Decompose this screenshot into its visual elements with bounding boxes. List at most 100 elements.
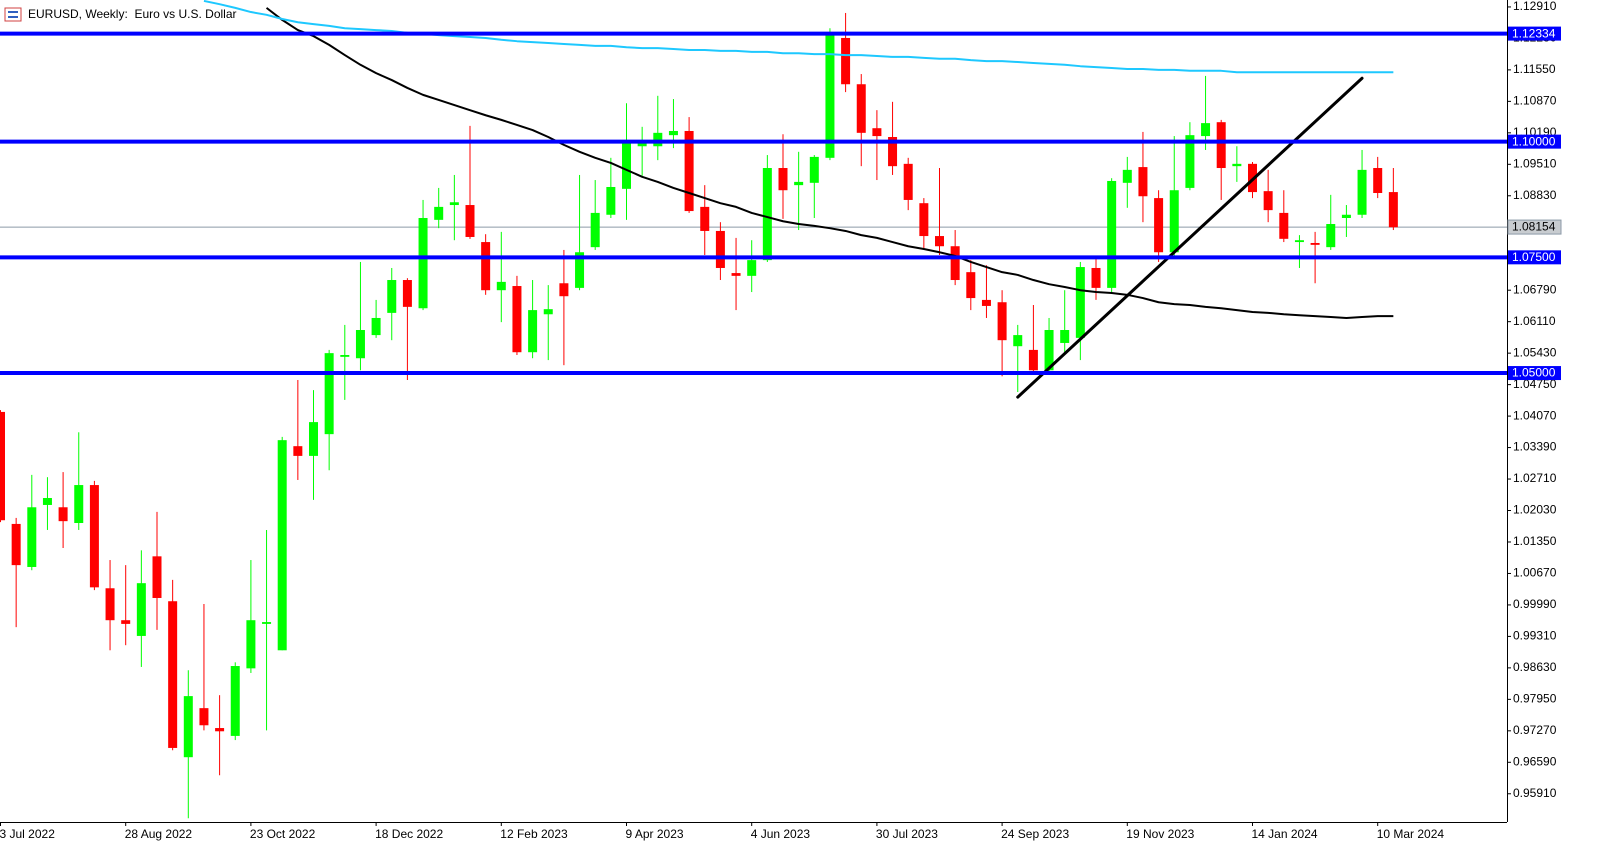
candle-body: [919, 203, 929, 237]
x-tick-label: 30 Jul 2023: [876, 827, 938, 841]
candle-body: [387, 280, 397, 313]
candle-body: [11, 523, 21, 566]
candle-body: [1388, 192, 1398, 228]
candle-body: [622, 142, 631, 189]
plot-area: [0, 0, 1507, 819]
candle-body: [715, 230, 725, 268]
x-tick-label: 4 Jun 2023: [751, 827, 811, 841]
x-tick-label: 10 Mar 2024: [1377, 827, 1445, 841]
candle-body: [543, 309, 553, 315]
level-label-box: [1508, 366, 1561, 381]
candle-body: [512, 286, 522, 353]
candle-body: [809, 156, 819, 183]
candle-body: [856, 84, 866, 133]
level-label-box: [1508, 134, 1561, 149]
candle-body: [1028, 349, 1038, 371]
candle-body: [684, 130, 694, 212]
x-tick-label: 19 Nov 2023: [1126, 827, 1194, 841]
candle-body: [340, 354, 350, 357]
y-tick-label: 1.11550: [1513, 62, 1556, 76]
y-tick-label: 1.10870: [1513, 94, 1557, 108]
candle-body: [1013, 335, 1023, 347]
level-label: 1.10000: [1512, 134, 1556, 148]
x-tick-label: 3 Jul 2022: [0, 827, 55, 841]
y-tick-label: 1.12910: [1513, 0, 1557, 13]
candle-body: [841, 37, 851, 85]
candle-body: [1060, 330, 1070, 343]
candle-body: [74, 485, 84, 524]
candle-body: [0, 411, 5, 521]
candle-body: [606, 186, 616, 215]
candle-body: [1154, 198, 1164, 253]
candle-body: [309, 422, 318, 456]
candle-body: [590, 212, 600, 248]
x-tick-label: 12 Feb 2023: [500, 827, 568, 841]
candle-body: [637, 143, 647, 147]
candle-body: [402, 280, 412, 307]
candle-body: [246, 620, 256, 669]
candle-body: [89, 485, 99, 588]
candle-body: [183, 696, 193, 758]
candle-body: [653, 132, 663, 147]
candle-body: [1232, 163, 1242, 167]
candle-body: [1263, 191, 1273, 211]
candle-body: [371, 317, 381, 336]
candle-body: [121, 620, 131, 624]
candle-body: [935, 236, 944, 247]
candle-body: [778, 168, 788, 191]
y-tick-label: 1.04070: [1513, 408, 1557, 422]
candle-body: [449, 202, 459, 206]
y-tick-label: 0.97270: [1513, 723, 1557, 737]
y-tick-label: 0.99310: [1513, 629, 1557, 643]
candle-body: [1044, 330, 1054, 371]
y-tick-label: 0.97950: [1513, 692, 1557, 706]
candle-body: [152, 556, 162, 598]
candle-body: [293, 446, 303, 456]
y-tick-label: 1.02710: [1513, 471, 1557, 485]
x-tick-label: 14 Jan 2024: [1252, 827, 1318, 841]
last-price-box: [1507, 219, 1562, 235]
y-tick-label: 1.09510: [1513, 156, 1557, 170]
candle-body: [136, 583, 146, 636]
y-tick-label: 0.96590: [1513, 754, 1557, 768]
candle-body: [199, 708, 209, 726]
candle-body: [825, 35, 835, 158]
candle-body: [465, 205, 475, 237]
candle-body: [1185, 135, 1195, 188]
candle-body: [1310, 242, 1320, 245]
last-price-label: 1.08154: [1512, 220, 1556, 234]
candle-body: [1216, 122, 1226, 169]
candle-body: [1341, 214, 1351, 218]
y-tick-label: 0.95910: [1513, 786, 1557, 800]
x-tick-label: 24 Sep 2023: [1001, 827, 1069, 841]
candle-body: [215, 728, 225, 732]
y-tick-label: 1.06110: [1513, 314, 1556, 328]
candle-body: [168, 601, 178, 748]
candle-body: [559, 283, 569, 297]
candle-body: [1091, 267, 1101, 288]
candle-body: [230, 666, 240, 736]
chart-icon: [4, 7, 22, 22]
y-tick-label: 1.00670: [1513, 566, 1557, 580]
y-tick-label: 1.06790: [1513, 282, 1557, 296]
candle-body: [700, 206, 710, 231]
candle-body: [58, 507, 68, 522]
candle-body: [355, 330, 365, 359]
y-tick-label: 0.99990: [1513, 597, 1557, 611]
x-tick-label: 23 Oct 2022: [250, 827, 316, 841]
candle-body: [418, 217, 428, 309]
level-label: 1.05000: [1512, 366, 1556, 380]
candle-body: [1075, 267, 1085, 338]
level-label-box: [1508, 250, 1561, 265]
candle-body: [434, 206, 444, 220]
candle-body: [747, 260, 757, 276]
candle-body: [950, 246, 960, 281]
candle-body: [872, 128, 882, 137]
candle-body: [324, 353, 334, 435]
x-tick-label: 28 Aug 2022: [125, 827, 193, 841]
candle-body: [731, 273, 741, 276]
y-tick-label: 1.04750: [1513, 377, 1557, 391]
candle-body: [1107, 180, 1117, 288]
